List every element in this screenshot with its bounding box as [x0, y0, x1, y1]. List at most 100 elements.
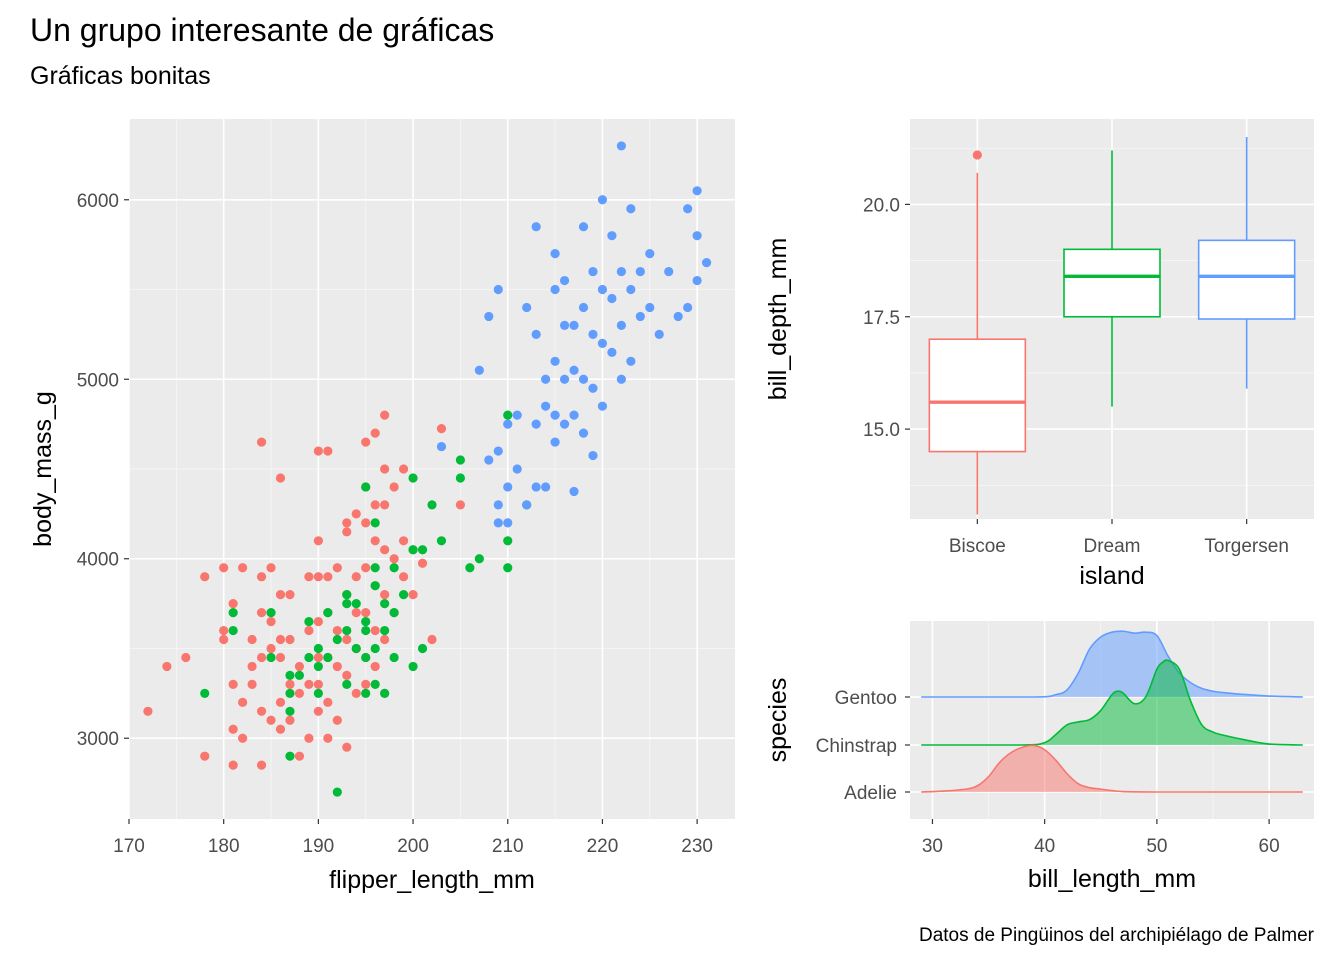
ridge-x-axis-label: bill_length_mm [1028, 865, 1196, 893]
scatter-point-adelie [256, 652, 267, 663]
scatter-point-adelie [342, 634, 352, 645]
scatter-x-ticks: 170 180 190 200 210 220 230 [113, 819, 713, 857]
scatter-grid [128, 119, 735, 819]
scatter-points [143, 141, 712, 797]
scatter-point-gentoo [541, 374, 551, 384]
box-body [928, 338, 1027, 453]
scatter-point-gentoo [626, 356, 636, 366]
scatter-point-gentoo [683, 302, 693, 313]
ridge-x-tick-label: 30 [922, 836, 943, 857]
scatter-point-adelie [380, 634, 390, 645]
scatter-point-chinstrap [455, 473, 466, 483]
box-marks [928, 136, 1296, 515]
scatter-point-adelie [285, 679, 295, 689]
scatter-point-chinstrap [228, 625, 238, 636]
box-y-tick-label: 17.5 [863, 308, 900, 329]
scatter-point-adelie [342, 670, 352, 681]
scatter-point-adelie [162, 661, 172, 672]
scatter-point-gentoo [512, 464, 522, 474]
scatter-point-gentoo [541, 401, 551, 411]
scatter-point-gentoo [616, 266, 626, 277]
scatter-point-gentoo [550, 437, 560, 447]
scatter-point-chinstrap [380, 625, 390, 636]
box-outlier [972, 150, 982, 160]
scatter-point-adelie [351, 688, 361, 698]
scatter-point-gentoo [607, 347, 617, 357]
scatter-point-chinstrap [370, 581, 380, 591]
scatter-point-gentoo [664, 266, 674, 277]
scatter-point-adelie [313, 679, 323, 689]
ridge-gentoo [921, 630, 1303, 698]
scatter-point-gentoo [673, 311, 683, 322]
scatter-point-gentoo [531, 222, 541, 232]
scatter-point-adelie [342, 527, 352, 537]
scatter-point-gentoo [645, 302, 655, 313]
scatter-point-adelie [228, 679, 238, 689]
scatter-point-chinstrap [313, 661, 323, 672]
scatter-point-adelie [380, 545, 390, 555]
scatter-point-adelie [332, 625, 342, 636]
scatter-point-chinstrap [436, 536, 447, 546]
scatter-point-adelie [332, 563, 342, 573]
scatter-point-gentoo [503, 518, 513, 528]
scatter-point-chinstrap [408, 661, 418, 672]
scatter-point-adelie [266, 715, 276, 725]
scatter-point-gentoo [635, 311, 645, 322]
scatter-point-adelie [332, 715, 342, 725]
scatter-point-chinstrap [323, 607, 333, 618]
scatter-point-chinstrap [313, 688, 323, 698]
box-y-tick-label: 20.0 [863, 195, 900, 216]
scatter-point-chinstrap [294, 670, 305, 681]
scatter-point-adelie [275, 724, 286, 734]
ridge-area-line [921, 659, 1303, 746]
box-body [1063, 248, 1161, 318]
scatter-x-tick-label: 190 [303, 836, 335, 857]
scatter-point-adelie [436, 424, 447, 434]
scatter-point-gentoo [588, 329, 598, 339]
scatter-point-adelie [256, 437, 267, 447]
scatter-point-gentoo [616, 374, 626, 384]
scatter-point-adelie [294, 688, 305, 698]
box-x-tick-label: Biscoe [949, 536, 1006, 557]
scatter-point-gentoo [550, 284, 560, 295]
scatter-point-chinstrap [361, 688, 371, 698]
box-x-tick-label: Dream [1083, 536, 1140, 557]
ridge-areas [921, 630, 1303, 793]
scatter-point-adelie [285, 715, 295, 725]
ridge-y-tick-label: Gentoo [835, 688, 897, 709]
scatter-point-chinstrap [351, 599, 361, 609]
scatter-point-adelie [200, 751, 210, 761]
scatter-point-chinstrap [380, 599, 390, 609]
scatter-point-chinstrap [370, 643, 380, 654]
scatter-point-gentoo [578, 302, 589, 313]
scatter-point-adelie [285, 634, 295, 645]
scatter-point-gentoo [522, 500, 532, 510]
scatter-x-tick-label: 180 [208, 836, 240, 857]
scatter-point-chinstrap [361, 482, 371, 492]
scatter-point-chinstrap [323, 652, 333, 663]
scatter-point-chinstrap [370, 679, 380, 689]
scatter-point-adelie [247, 679, 257, 689]
scatter-point-adelie [304, 679, 314, 689]
scatter-point-gentoo [588, 383, 598, 393]
box-dream [1063, 150, 1161, 407]
scatter-point-adelie [389, 554, 399, 564]
scatter-point-adelie [370, 428, 380, 438]
scatter-point-chinstrap [332, 634, 342, 645]
scatter-point-adelie [275, 590, 286, 600]
scatter-point-adelie [370, 625, 380, 636]
scatter-point-chinstrap [266, 652, 276, 663]
ridge-area-fill [921, 631, 1303, 697]
scatter-point-adelie [228, 724, 238, 734]
scatter-point-adelie [294, 661, 305, 672]
scatter-y-tick-label: 6000 [77, 191, 119, 212]
scatter-point-gentoo [635, 266, 645, 277]
scatter-point-chinstrap [228, 607, 238, 618]
scatter-point-chinstrap [342, 679, 352, 689]
scatter-point-adelie [370, 500, 380, 510]
box-biscoe [928, 150, 1027, 515]
scatter-point-adelie [313, 446, 323, 456]
scatter-point-gentoo [578, 374, 589, 384]
scatter-point-chinstrap [503, 563, 513, 573]
scatter-point-gentoo [626, 284, 636, 295]
